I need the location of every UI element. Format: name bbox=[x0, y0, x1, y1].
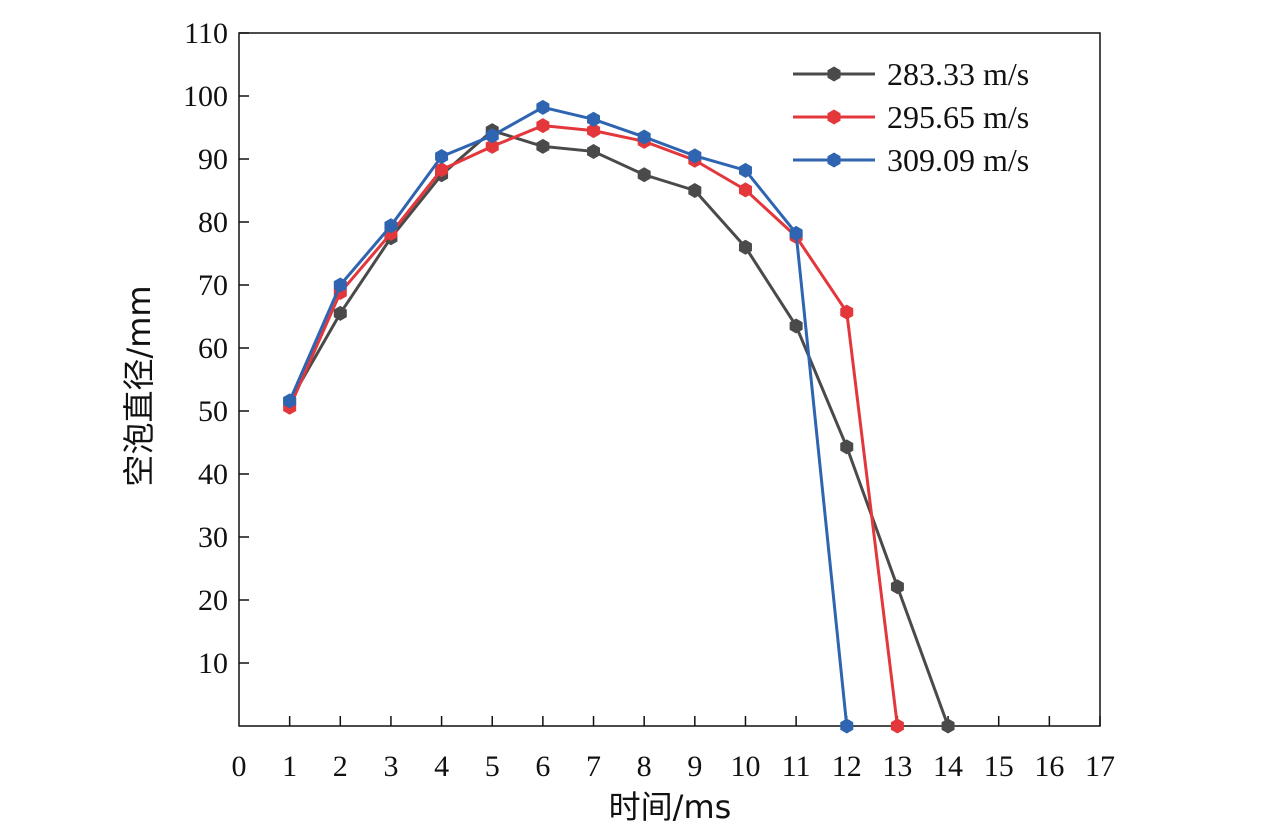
legend-item: 309.09 m/s bbox=[793, 142, 1029, 178]
data-point bbox=[384, 218, 398, 234]
data-point bbox=[283, 393, 297, 409]
series-line bbox=[288, 124, 899, 727]
x-tick-label: 11 bbox=[782, 750, 811, 783]
y-tick-label: 100 bbox=[183, 80, 228, 113]
x-tick-label: 8 bbox=[637, 750, 652, 783]
data-point bbox=[738, 162, 752, 178]
legend-marker bbox=[827, 152, 841, 168]
x-tick-label: 12 bbox=[832, 750, 862, 783]
y-tick-label: 20 bbox=[198, 584, 228, 617]
x-tick-label: 13 bbox=[882, 750, 912, 783]
x-tick-label: 17 bbox=[1085, 750, 1115, 783]
y-tick-label: 10 bbox=[198, 647, 228, 680]
data-point bbox=[587, 143, 601, 159]
x-tick-label: 5 bbox=[485, 750, 500, 783]
legend-item: 283.33 m/s bbox=[793, 56, 1029, 92]
data-point bbox=[435, 148, 449, 164]
y-axis-label: 空泡直径/mm bbox=[120, 285, 158, 486]
y-tick-label: 60 bbox=[198, 332, 228, 365]
data-point bbox=[637, 167, 651, 183]
series-line bbox=[288, 129, 950, 727]
legend: 283.33 m/s 295.65 m/s 309.09 m/s bbox=[793, 56, 1029, 178]
legend-marker bbox=[827, 66, 841, 82]
x-tick-label: 14 bbox=[933, 750, 963, 783]
y-tick-label: 110 bbox=[184, 17, 228, 50]
x-tick-label: 0 bbox=[232, 750, 247, 783]
legend-marker bbox=[827, 109, 841, 125]
x-tick-label: 7 bbox=[586, 750, 601, 783]
data-point bbox=[536, 138, 550, 154]
data-point bbox=[688, 148, 702, 164]
y-tick-label: 80 bbox=[198, 206, 228, 239]
y-tick-label: 90 bbox=[198, 143, 228, 176]
plot-frame bbox=[238, 32, 1101, 727]
data-point bbox=[840, 304, 854, 320]
data-point bbox=[536, 118, 550, 134]
series bbox=[283, 123, 955, 734]
data-point bbox=[890, 718, 904, 734]
series bbox=[283, 118, 904, 734]
data-point bbox=[840, 718, 854, 734]
data-point bbox=[840, 439, 854, 455]
x-tick-label: 3 bbox=[383, 750, 398, 783]
legend-item: 295.65 m/s bbox=[793, 99, 1029, 135]
data-point bbox=[587, 111, 601, 127]
x-tick-label: 6 bbox=[535, 750, 550, 783]
legend-label: 309.09 m/s bbox=[887, 142, 1029, 178]
legend-label: 283.33 m/s bbox=[887, 56, 1029, 92]
data-point bbox=[485, 138, 499, 154]
data-point bbox=[333, 305, 347, 321]
y-tick-label: 70 bbox=[198, 269, 228, 302]
x-axis: 0 1 2 3 4 5 6 7 8 9 10 11 12 13 14 15 16 17 bbox=[232, 716, 1115, 783]
y-tick-label: 40 bbox=[198, 458, 228, 491]
data-point bbox=[587, 123, 601, 139]
data-point bbox=[738, 182, 752, 198]
data-point bbox=[333, 277, 347, 293]
legend-label: 295.65 m/s bbox=[887, 99, 1029, 135]
x-tick-label: 2 bbox=[333, 750, 348, 783]
x-tick-label: 1 bbox=[282, 750, 297, 783]
data-point bbox=[485, 128, 499, 144]
x-tick-label: 16 bbox=[1034, 750, 1064, 783]
series bbox=[283, 99, 854, 734]
data-point bbox=[941, 718, 955, 734]
x-tick-label: 9 bbox=[687, 750, 702, 783]
x-tick-label: 15 bbox=[984, 750, 1014, 783]
data-point bbox=[789, 225, 803, 241]
x-axis-label: 时间/ms bbox=[609, 788, 732, 826]
x-tick-label: 10 bbox=[730, 750, 760, 783]
series-layer bbox=[283, 99, 955, 734]
data-point bbox=[637, 129, 651, 145]
data-point bbox=[789, 318, 803, 334]
y-tick-label: 50 bbox=[198, 395, 228, 428]
data-point bbox=[738, 239, 752, 255]
data-point bbox=[890, 579, 904, 595]
data-point bbox=[536, 99, 550, 115]
x-tick-label: 4 bbox=[434, 750, 449, 783]
data-point bbox=[435, 162, 449, 178]
y-tick-label: 30 bbox=[198, 521, 228, 554]
y-axis: 10 20 30 40 50 60 70 80 90 100 110 bbox=[183, 17, 249, 680]
series-line bbox=[288, 105, 849, 727]
data-point bbox=[688, 183, 702, 198]
